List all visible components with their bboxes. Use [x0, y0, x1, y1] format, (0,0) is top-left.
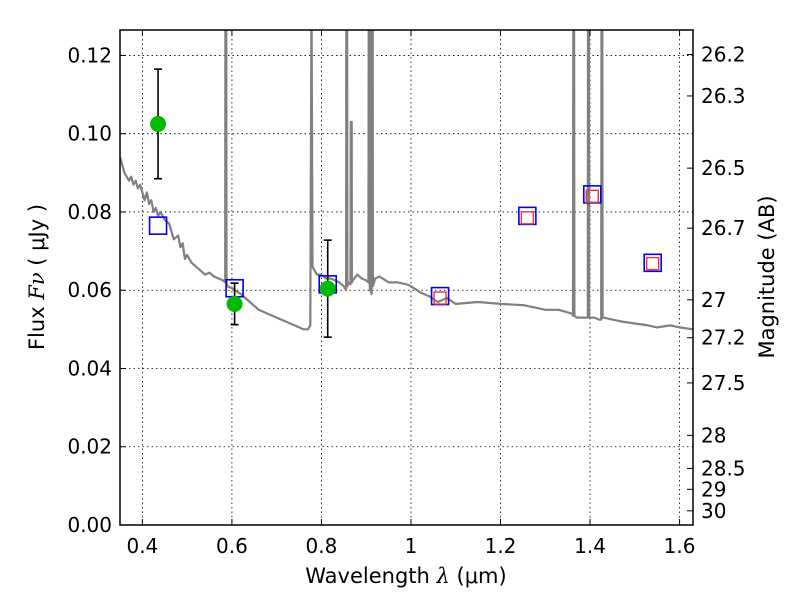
y-tick-label: 0.00: [67, 513, 112, 537]
y2-tick-label: 26.2: [701, 43, 746, 67]
y2-tick-label: 27.2: [701, 326, 746, 350]
x-tick-label: 1.4: [574, 534, 606, 558]
sed-model-line: [120, 30, 693, 331]
y2-tick-label: 27.5: [701, 371, 746, 395]
predicted-point: [646, 256, 660, 271]
y2-tick-label: 26.5: [701, 156, 746, 180]
observed-point: [226, 295, 243, 312]
axis-ticks: 0.4 0.6 0.8 1 1.2 1.4 1.6 0.00 0.02 0.04 0.06 0.08 0…: [67, 30, 746, 558]
x-tick-label: 0.4: [126, 534, 158, 558]
x-tick-label: 0.6: [216, 534, 248, 558]
model-point: [643, 253, 663, 273]
x-tick-label: 1.6: [664, 534, 696, 558]
y-tick-label: 0.06: [67, 278, 112, 302]
plot-frame: [119, 29, 694, 526]
predicted-point: [520, 211, 535, 225]
y2-tick-label: 26.3: [701, 84, 746, 108]
y2-tick-label: 29: [701, 477, 726, 501]
y2-tick-label: 26.7: [701, 216, 746, 240]
y2-tick-label: 30: [701, 499, 726, 523]
y2-tick-label: 28.5: [701, 456, 746, 480]
y2-axis-label: Magnitude (AB): [755, 195, 779, 358]
y-tick-label: 0.10: [67, 122, 112, 146]
y-tick-label: 0.12: [67, 43, 112, 67]
y2-tick-label: 28: [701, 423, 726, 447]
y2-tick-label: 27: [701, 288, 726, 312]
observed-point: [150, 115, 167, 132]
x-tick-label: 0.8: [306, 534, 338, 558]
y-tick-label: 0.08: [67, 200, 112, 224]
predicted-point: [433, 291, 447, 305]
y-tick-label: 0.02: [67, 435, 112, 459]
x-tick-label: 1: [405, 534, 418, 558]
plot-area: [120, 30, 693, 338]
observed-point: [319, 280, 336, 297]
y-tick-label: 0.04: [67, 356, 112, 380]
predicted-point: [585, 189, 599, 204]
y-axis-label: Flux Fν ( μJy ): [25, 204, 49, 350]
grid: [120, 30, 693, 526]
x-axis-label: Wavelength λ (μm): [305, 564, 506, 588]
x-tick-label: 1.2: [485, 534, 517, 558]
model-point: [148, 216, 168, 235]
